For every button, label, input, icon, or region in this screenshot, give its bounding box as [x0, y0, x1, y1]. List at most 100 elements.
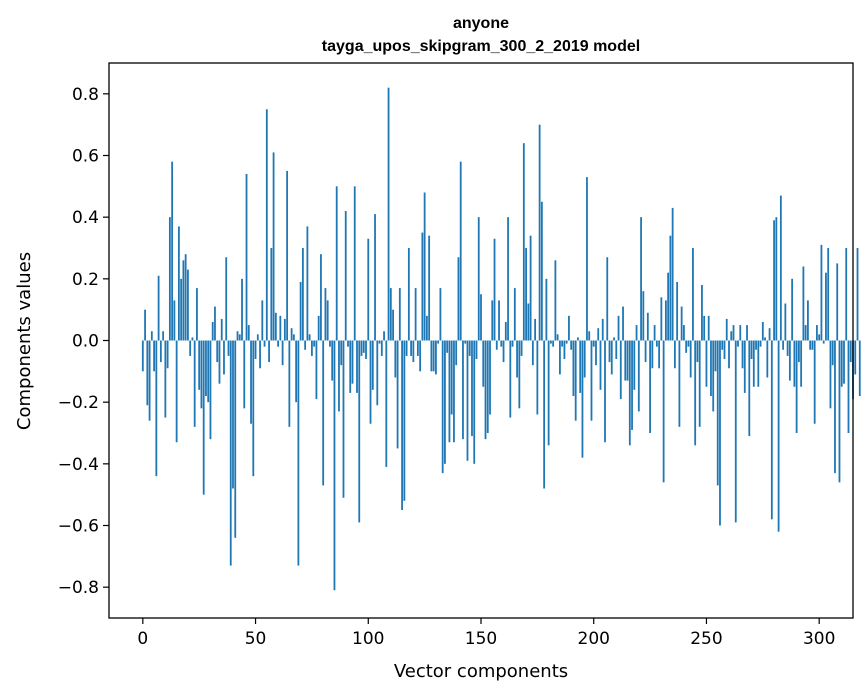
bar: [435, 340, 437, 375]
bar: [649, 340, 651, 433]
bar: [211, 322, 214, 341]
bar: [241, 278, 243, 341]
bar: [425, 315, 428, 341]
bar: [292, 334, 295, 341]
bar: [766, 340, 769, 378]
bar: [655, 340, 658, 347]
bar: [547, 340, 550, 446]
bar: [640, 217, 642, 341]
bar: [500, 340, 503, 347]
y-tick-label: 0.4: [72, 208, 99, 228]
bar: [191, 337, 194, 341]
bar: [685, 340, 688, 353]
bar: [628, 340, 631, 446]
bar: [200, 340, 203, 409]
y-axis-label: Components values: [14, 252, 35, 430]
bar: [198, 340, 201, 390]
bar: [259, 340, 261, 369]
bar: [759, 340, 762, 347]
bar: [795, 340, 798, 433]
bar: [148, 340, 151, 421]
bar: [471, 340, 473, 437]
bar: [669, 235, 672, 341]
bar: [448, 340, 451, 443]
x-axis-label: Vector components: [394, 661, 568, 682]
bar: [761, 322, 764, 341]
bar: [155, 340, 158, 477]
bar: [428, 235, 431, 341]
bar: [570, 340, 573, 350]
y-tick-label: −0.4: [58, 455, 99, 475]
bar: [626, 340, 629, 381]
bar: [786, 340, 789, 356]
bar: [536, 340, 539, 415]
bar: [710, 340, 712, 396]
bar: [764, 337, 766, 341]
bar: [565, 340, 568, 344]
bar: [290, 328, 293, 341]
bar: [773, 220, 775, 341]
bar: [748, 340, 751, 437]
bar: [299, 281, 302, 341]
bar: [513, 288, 516, 341]
bar: [229, 340, 232, 566]
bar: [635, 325, 638, 341]
bar: [531, 340, 534, 366]
bar: [141, 340, 144, 372]
bar: [809, 340, 812, 350]
x-axis-ticks: 0 50 100 150 200 250 300: [137, 618, 835, 649]
bar: [509, 340, 512, 418]
bar: [326, 300, 329, 341]
bar: [385, 340, 388, 467]
bar: [737, 340, 739, 347]
bar: [849, 340, 852, 363]
bar: [856, 248, 859, 341]
bar: [453, 340, 455, 443]
bar: [389, 288, 392, 341]
bar: [430, 340, 433, 372]
bar: [646, 312, 649, 341]
bar: [676, 281, 679, 341]
bar: [770, 340, 773, 520]
bar: [586, 177, 588, 341]
bar: [802, 266, 805, 341]
bar: [162, 331, 165, 341]
bar: [701, 285, 703, 341]
bar: [378, 340, 381, 344]
y-tick-label: 0.8: [72, 85, 99, 105]
bar: [414, 288, 417, 341]
bar: [728, 340, 730, 369]
bar: [416, 340, 419, 356]
bar: [858, 340, 861, 396]
bar: [782, 340, 785, 350]
bar: [344, 211, 347, 341]
bar: [757, 340, 760, 387]
bar: [376, 340, 379, 406]
bar: [238, 334, 241, 341]
bar: [383, 331, 385, 341]
bar: [374, 214, 376, 341]
y-axis-ticks: −0.8 −0.6 −0.4 −0.2 0.0 0.2 0.4 0.6 0.8: [58, 85, 109, 598]
bar: [218, 340, 221, 384]
bar: [549, 340, 552, 344]
bar: [315, 340, 318, 400]
bar: [556, 334, 559, 341]
bar: [592, 340, 595, 347]
bar: [644, 340, 647, 363]
bar: [322, 340, 325, 486]
bar: [504, 322, 507, 341]
bar: [159, 340, 162, 363]
bar: [473, 340, 476, 464]
bar: [838, 340, 841, 483]
bar: [164, 340, 167, 418]
bar: [441, 340, 444, 474]
bar: [173, 300, 176, 341]
bar: [613, 337, 615, 341]
bar: [252, 340, 255, 477]
bar: [295, 340, 298, 403]
bar: [301, 248, 304, 341]
x-tick-label: 300: [803, 629, 835, 649]
bar: [277, 340, 279, 347]
bar: [437, 340, 440, 344]
bar: [642, 291, 645, 341]
